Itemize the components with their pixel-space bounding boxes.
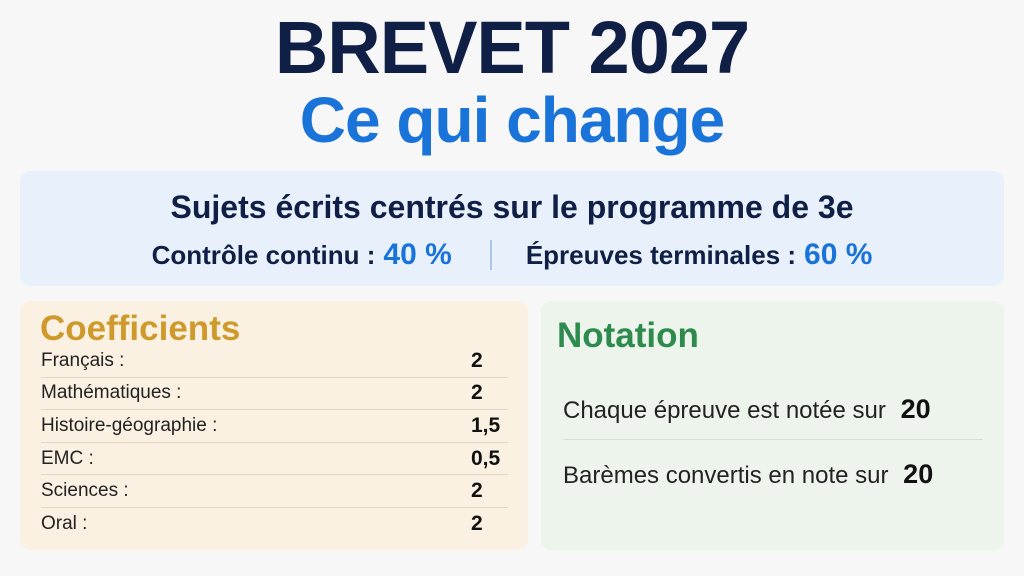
- coefficient-row: Histoire-géographie : 1,5: [41, 410, 508, 443]
- info-headline: Sujets écrits centrés sur le programme d…: [170, 189, 854, 225]
- coefficient-value: 2: [471, 479, 483, 503]
- coefficient-value: 1,5: [471, 413, 501, 437]
- final-exams-label: Épreuves terminales :: [525, 240, 797, 270]
- continuous-assessment-value: 40 %: [383, 238, 452, 271]
- final-exams-value: 60 %: [804, 238, 873, 271]
- coefficients-title: Coefficients: [40, 309, 241, 348]
- info-weights-row: Contrôle continu : 40 % Épreuves termina…: [20, 237, 1004, 273]
- coefficient-row: Français : 2: [41, 345, 508, 378]
- coefficients-card: Coefficients Français : 2 Mathématiques …: [20, 301, 528, 550]
- divider: [489, 240, 492, 270]
- notation-text: Barèmes convertis en note sur: [563, 462, 889, 489]
- divider: [563, 439, 983, 440]
- coefficient-value: 2: [471, 348, 483, 372]
- notation-value: 20: [903, 459, 934, 489]
- page-title: BREVET 2027: [274, 6, 750, 89]
- coefficient-value: 2: [471, 512, 483, 536]
- notation-card: Notation Chaque épreuve est notée sur 20…: [541, 301, 1004, 550]
- subject-label: Mathématiques :: [41, 382, 182, 404]
- subject-label: Oral :: [41, 513, 88, 535]
- coefficients-list: Français : 2 Mathématiques : 2 Histoire-…: [41, 345, 508, 541]
- page-subtitle: Ce qui change: [299, 84, 725, 156]
- notation-text: Chaque épreuve est notée sur: [563, 397, 886, 424]
- coefficient-row: Sciences : 2: [41, 475, 508, 508]
- continuous-assessment-label: Contrôle continu :: [151, 240, 376, 270]
- subject-label: EMC :: [41, 447, 94, 469]
- coefficient-row: Mathématiques : 2: [41, 378, 508, 411]
- coefficient-value: 2: [471, 381, 483, 405]
- coefficient-value: 0,5: [471, 446, 501, 470]
- notation-line: Barèmes convertis en note sur 20: [563, 458, 983, 492]
- info-banner: Sujets écrits centrés sur le programme d…: [20, 171, 1004, 286]
- notation-value: 20: [900, 394, 931, 424]
- coefficient-row: EMC : 0,5: [41, 443, 508, 476]
- subject-label: Histoire-géographie :: [41, 414, 218, 436]
- subject-label: Français :: [41, 349, 125, 371]
- notation-line: Chaque épreuve est notée sur 20: [563, 393, 983, 427]
- notation-title: Notation: [557, 316, 699, 355]
- subject-label: Sciences :: [41, 480, 129, 502]
- coefficient-row: Oral : 2: [41, 508, 508, 541]
